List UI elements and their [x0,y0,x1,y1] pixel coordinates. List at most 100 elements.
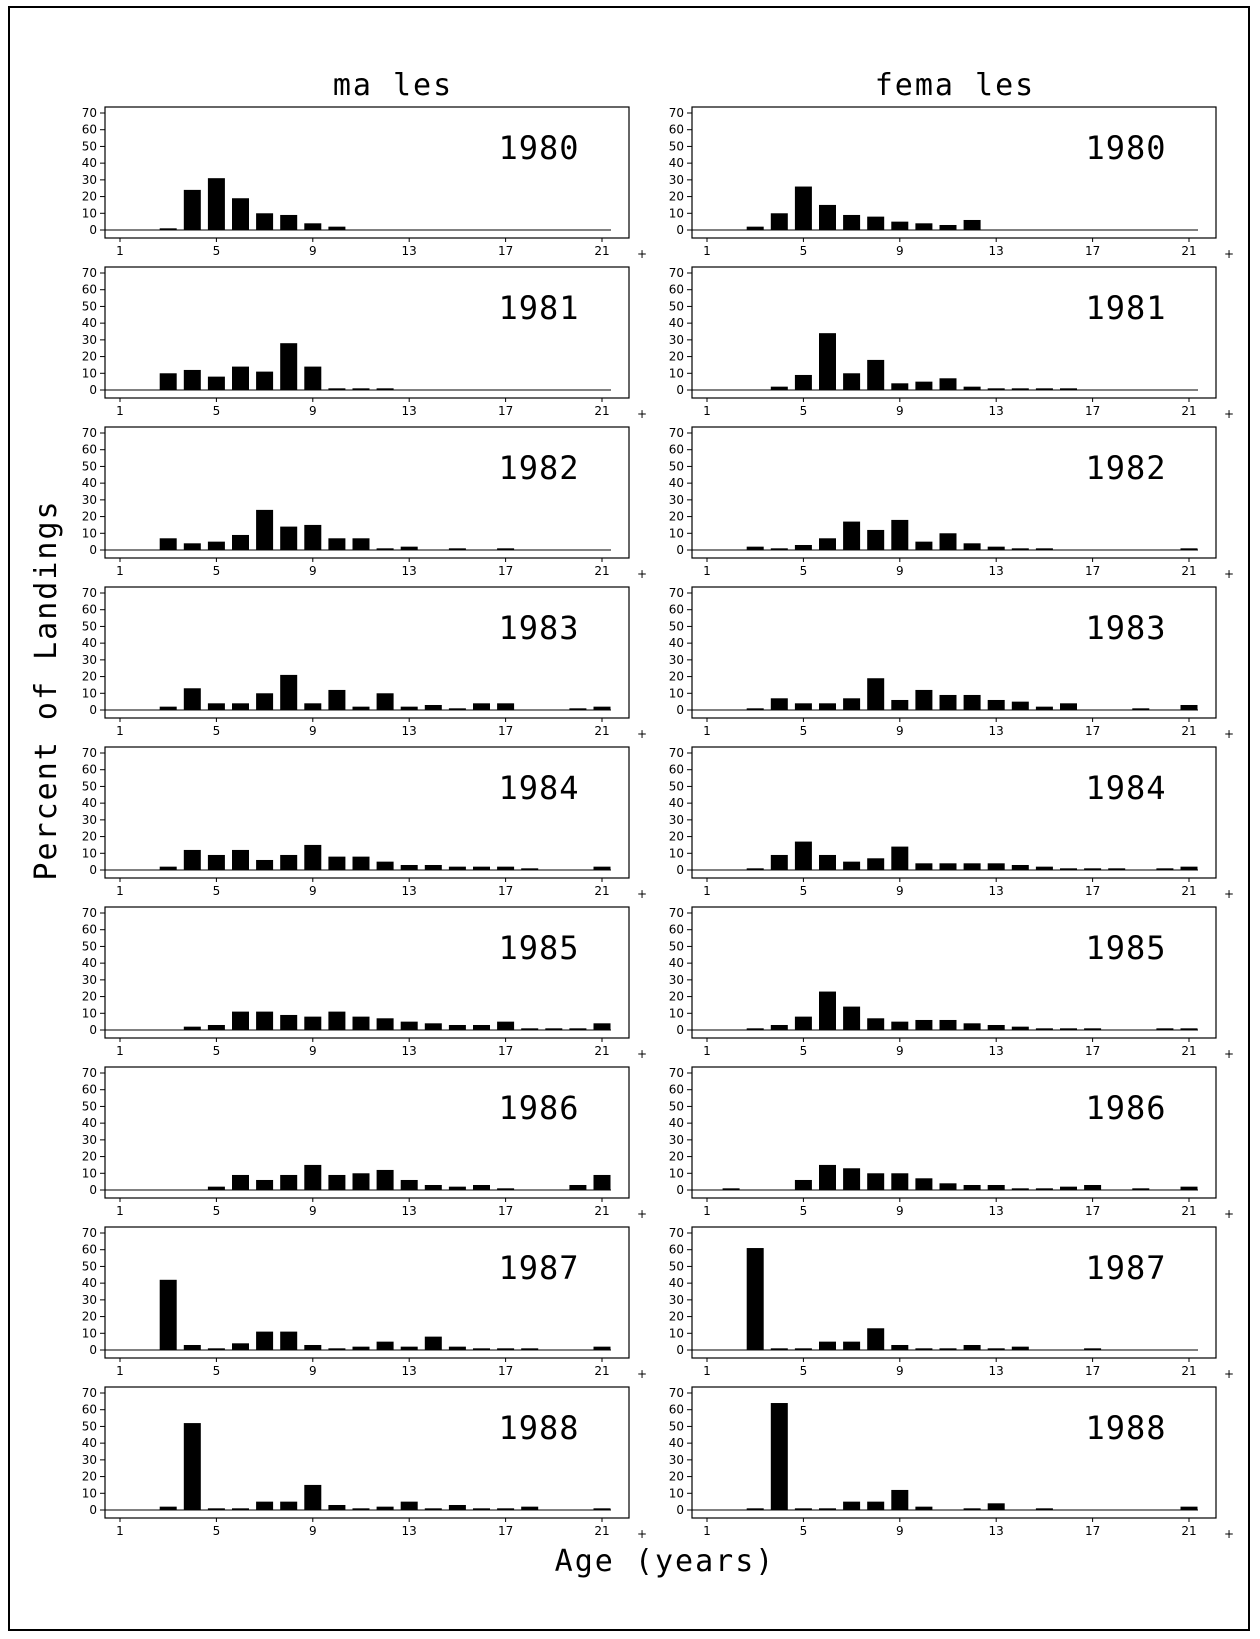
bar-age-18 [521,868,539,870]
x-tick-label: 21 [1181,724,1196,738]
x-tick-label: 21 [594,884,609,898]
bar-age-8 [867,359,885,390]
y-tick-label: 60 [82,1083,97,1097]
bar-age-15 [1035,866,1053,870]
y-tick-label: 20 [82,830,97,844]
x-tick-label: 5 [213,404,221,418]
bar-age-13 [987,1503,1005,1510]
bar-age-3 [159,228,177,230]
bar-age-4 [183,1026,201,1030]
bar-age-12 [376,1506,394,1510]
y-tick-label: 60 [82,283,97,297]
y-tick-label: 10 [669,1166,684,1180]
x-tick-label: 5 [213,1044,221,1058]
x-tick-label: 9 [309,884,317,898]
plot-box [104,426,630,559]
bar-age-7 [843,214,861,230]
bar-age-13 [400,1021,418,1030]
bar-age-6 [819,854,836,870]
x-tick-label: 1 [116,1044,124,1058]
y-tick-label: 40 [669,956,684,970]
x-tick-label: 1 [116,1524,124,1538]
y-tick-label: 70 [82,106,97,120]
bar-age-6 [232,366,249,390]
bar-age-15 [448,866,466,870]
panel-year-label: 1983 [1085,609,1166,647]
y-tick-label: 0 [89,1503,97,1517]
bar-age-5 [207,1186,225,1190]
x-tick-label: 5 [800,884,808,898]
y-tick-label: 0 [89,1183,97,1197]
bar-age-7 [256,859,274,870]
x-tick-label: 1 [703,1204,711,1218]
bar-age-14 [424,1336,442,1350]
plot-box [104,106,630,239]
bar-age-9 [891,1344,909,1350]
y-tick-label: 60 [82,603,97,617]
bar-age-18 [521,1348,539,1350]
x-plus-marker: + [1224,727,1234,741]
bar-age-5 [794,1348,812,1350]
bar-age-15 [1035,1028,1053,1030]
y-tick-label: 10 [669,526,684,540]
bar-age-9 [891,1173,909,1190]
plot-box [104,1386,630,1519]
x-tick-label: 21 [1181,564,1196,578]
plot-box [104,586,630,719]
y-tick-label: 60 [82,123,97,137]
bar-age-17 [497,1188,515,1190]
y-tick-label: 20 [669,1150,684,1164]
x-tick-label: 5 [800,1204,808,1218]
bar-age-9 [304,1164,322,1190]
bar-age-11 [939,1348,957,1350]
x-plus-marker: + [1224,887,1234,901]
bar-age-11 [352,538,370,550]
y-tick-label: 20 [669,1310,684,1324]
bar-age-9 [304,223,322,230]
bar-age-6 [232,198,249,230]
y-tick-label: 70 [669,746,684,760]
panel-males-1986: 0 10 20 30 40 50 60 70 1 5 9 13 17 21 +1986 [82,1066,647,1221]
bar-age-7 [256,1179,274,1190]
bar-age-5 [794,1179,812,1190]
bar-age-17 [497,703,515,710]
y-tick-label: 40 [669,476,684,490]
column-title-males: ma les [333,68,453,103]
bar-age-15 [1035,548,1053,550]
x-tick-label: 21 [594,404,609,418]
y-tick-label: 20 [82,670,97,684]
x-tick-label: 13 [402,1204,417,1218]
bar-age-7 [843,1341,861,1350]
plot-box [691,586,1217,719]
bar-age-10 [915,541,933,550]
x-tick-label: 17 [498,1524,513,1538]
y-tick-label: 60 [82,1243,97,1257]
x-tick-label: 21 [594,1364,609,1378]
bar-age-20 [569,708,587,710]
y-tick-label: 50 [82,619,97,633]
bar-age-13 [987,1348,1005,1350]
y-tick-label: 20 [82,350,97,364]
bar-age-5 [794,1508,812,1510]
panel-females-1983: 0 10 20 30 40 50 60 70 1 5 9 13 17 21 +1983 [669,586,1234,741]
x-tick-label: 5 [213,564,221,578]
bar-age-17 [497,1508,515,1510]
x-plus-marker: + [1224,1207,1234,1221]
panel-males-1984: 0 10 20 30 40 50 60 70 1 5 9 13 17 21 +1984 [82,746,647,901]
bar-age-9 [891,519,909,550]
x-tick-label: 21 [594,244,609,258]
bar-age-21 [1180,1028,1198,1030]
bar-age-14 [1011,1026,1029,1030]
panel-year-label: 1985 [1085,929,1166,967]
y-tick-label: 40 [669,1436,684,1450]
bar-age-8 [867,216,885,230]
y-tick-label: 0 [89,863,97,877]
x-plus-marker: + [637,1367,647,1381]
bar-age-18 [1108,868,1126,870]
panel-males-1988: 0 10 20 30 40 50 60 70 1 5 9 13 17 21 +1988 [82,1386,647,1541]
bar-age-13 [400,546,418,550]
plot-box [691,906,1217,1039]
bar-age-11 [939,378,957,390]
x-tick-label: 5 [800,1044,808,1058]
